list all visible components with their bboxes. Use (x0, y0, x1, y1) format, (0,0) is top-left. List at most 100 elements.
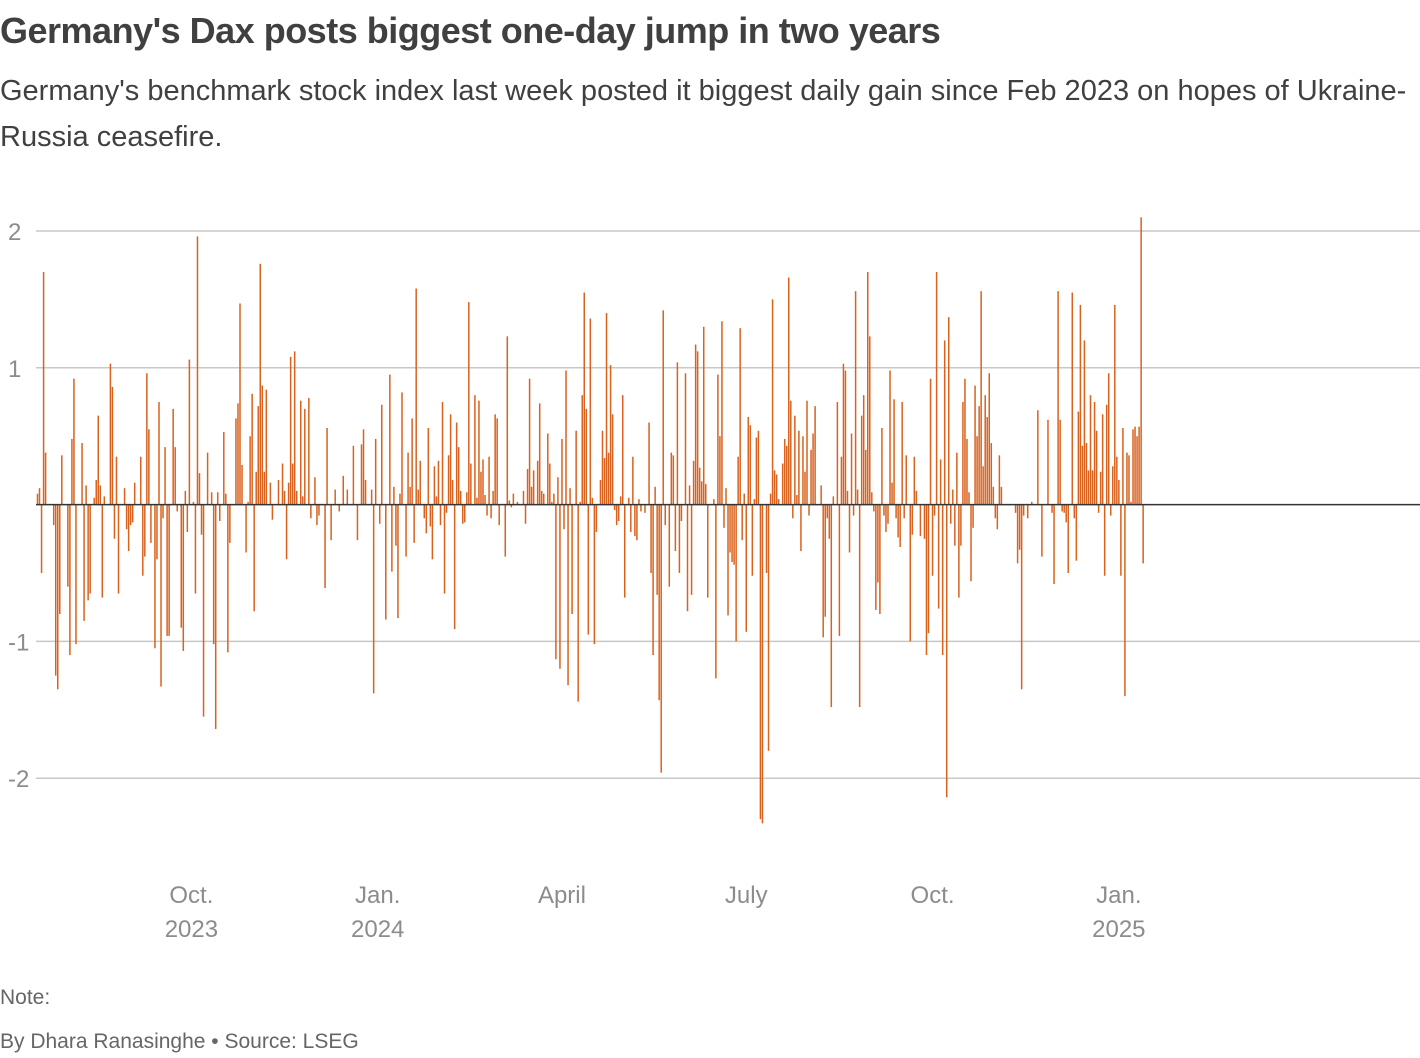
bar (790, 400, 792, 505)
bar (182, 504, 185, 651)
bar (352, 445, 355, 505)
bar (879, 504, 881, 615)
bar (490, 504, 492, 519)
x-tick-year-label: 2023 (165, 916, 218, 943)
bar (591, 497, 594, 505)
bar (749, 425, 752, 505)
bar (686, 504, 689, 612)
bar (733, 504, 735, 565)
bar (435, 496, 438, 505)
bar (966, 438, 968, 505)
bar (52, 504, 55, 526)
bar (81, 443, 83, 505)
bar (593, 504, 596, 645)
bar (935, 272, 938, 505)
bar (648, 422, 650, 505)
bar (887, 504, 889, 524)
bar (856, 489, 859, 505)
bar (836, 402, 839, 505)
bar (99, 485, 102, 505)
bar (634, 504, 636, 537)
bar (455, 422, 458, 505)
bar (219, 504, 221, 522)
bar (356, 504, 359, 541)
bar (877, 504, 879, 583)
bar (830, 504, 833, 708)
bar (808, 504, 810, 516)
bar (318, 504, 320, 516)
bar (1107, 373, 1110, 505)
bar (381, 404, 383, 505)
bar (943, 340, 946, 505)
bar (962, 402, 964, 505)
bar (838, 504, 841, 636)
x-tick-label: Jan. (1096, 882, 1141, 909)
bar (1095, 430, 1098, 505)
bar (739, 328, 741, 505)
bar (370, 489, 373, 505)
bar (476, 497, 478, 505)
bar (786, 445, 788, 505)
bar (644, 504, 646, 513)
bar (417, 489, 419, 505)
bar (111, 386, 114, 505)
bar (87, 504, 89, 601)
bar (1101, 414, 1104, 505)
bar (569, 488, 571, 505)
bar (338, 504, 340, 512)
bar (532, 470, 535, 505)
bar (741, 504, 743, 541)
bar (617, 504, 620, 522)
bar (1016, 504, 1019, 564)
bar (624, 504, 626, 598)
bar (658, 504, 660, 701)
bar (939, 459, 942, 505)
bar (302, 496, 304, 505)
bar (773, 470, 776, 505)
bar (1051, 504, 1053, 513)
y-tick-label: 2 (8, 219, 21, 246)
bar (587, 504, 590, 635)
bar (1077, 411, 1080, 505)
bar (512, 493, 515, 505)
bar (1110, 504, 1112, 516)
bar (133, 482, 136, 505)
bar (131, 504, 134, 523)
bar (409, 486, 411, 505)
bar (372, 504, 375, 694)
bar (437, 460, 440, 505)
bar (796, 495, 798, 505)
bar (259, 263, 261, 505)
bar (164, 447, 166, 505)
bar (540, 490, 543, 505)
bar (1014, 504, 1017, 513)
bar (696, 351, 699, 505)
x-tick-label: April (538, 882, 586, 909)
bar (549, 463, 551, 505)
bar (360, 444, 363, 505)
bar (557, 477, 559, 505)
bar (561, 438, 563, 505)
bar (1120, 504, 1122, 576)
bar (397, 504, 399, 619)
bar (929, 378, 932, 505)
bar (536, 460, 539, 505)
bar (75, 504, 77, 645)
bar (1073, 504, 1076, 519)
bar (71, 438, 73, 505)
bar (1118, 479, 1120, 505)
bar (324, 504, 326, 589)
bar (468, 302, 470, 505)
bar (563, 504, 565, 530)
bar (802, 436, 804, 505)
bar (547, 433, 549, 505)
x-axis-labels: Oct. 2023 Jan. 2024 April July Oct. Jan. 2025 (165, 882, 1146, 943)
bar (707, 504, 709, 598)
bar (731, 504, 733, 563)
bar (990, 443, 993, 505)
bar (559, 504, 561, 669)
bar (474, 395, 476, 505)
bar (172, 408, 174, 505)
bar (858, 504, 861, 708)
bar (439, 504, 442, 526)
